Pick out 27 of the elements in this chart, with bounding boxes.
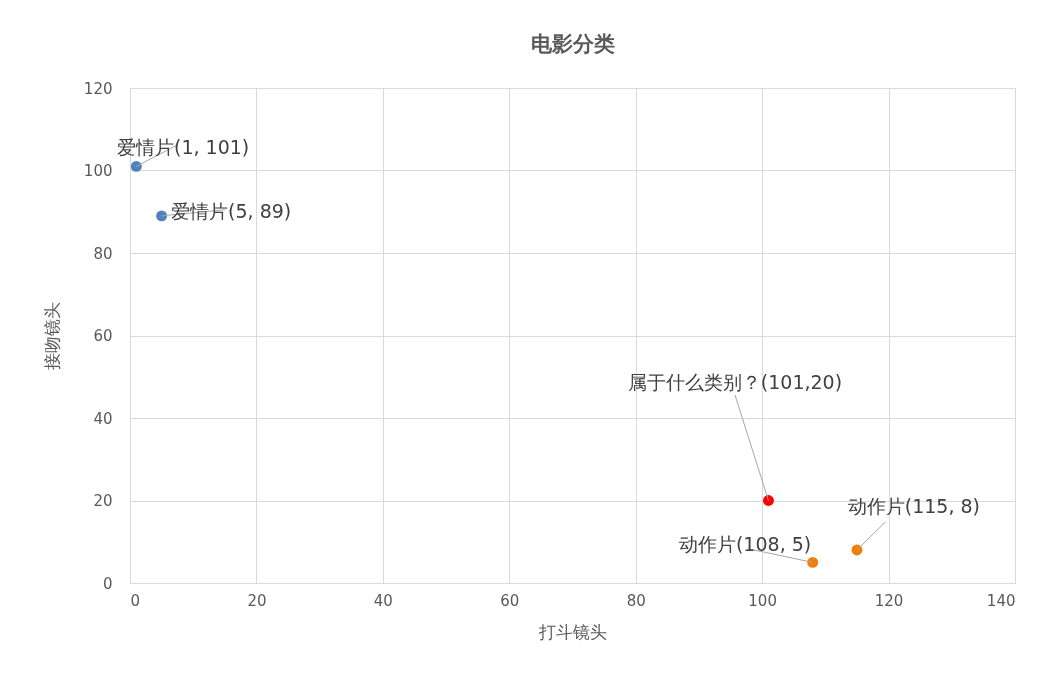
y-axis-title: 接吻镜头 (41, 302, 62, 370)
y-tick-label: 40 (93, 409, 113, 428)
y-tick-label: 60 (93, 327, 113, 345)
y-tick-label: 80 (93, 244, 113, 263)
y-tick-label: 20 (93, 492, 113, 510)
x-tick-label: 120 (874, 591, 904, 610)
x-tick-label: 140 (986, 591, 1016, 610)
y-tick-label: 0 (102, 574, 113, 593)
annotation: 爱情片(1, 101) (116, 135, 250, 158)
point (156, 210, 168, 222)
y-tick-label: 100 (83, 162, 113, 180)
x-tick-label: 20 (247, 591, 267, 610)
point (762, 495, 774, 506)
annotation: 爱情片(5, 89) (171, 199, 292, 222)
annotation: 属于什么类别？(101,20) (627, 370, 843, 393)
annotation: 动作片(115, 8) (847, 495, 980, 518)
y-tick-label: 120 (83, 79, 113, 98)
point (807, 556, 819, 568)
chart-title: 电影分类 (530, 32, 615, 56)
x-tick-label: 80 (626, 591, 646, 610)
x-tick-label: 100 (748, 591, 777, 610)
annotation: 动作片(108, 5) (678, 533, 812, 556)
x-axis-title: 打斗镜头 (538, 621, 607, 642)
x-tick-label: 60 (500, 591, 520, 610)
x-tick-label: 40 (373, 591, 393, 610)
point (130, 160, 142, 172)
x-tick-label: 0 (130, 591, 141, 610)
